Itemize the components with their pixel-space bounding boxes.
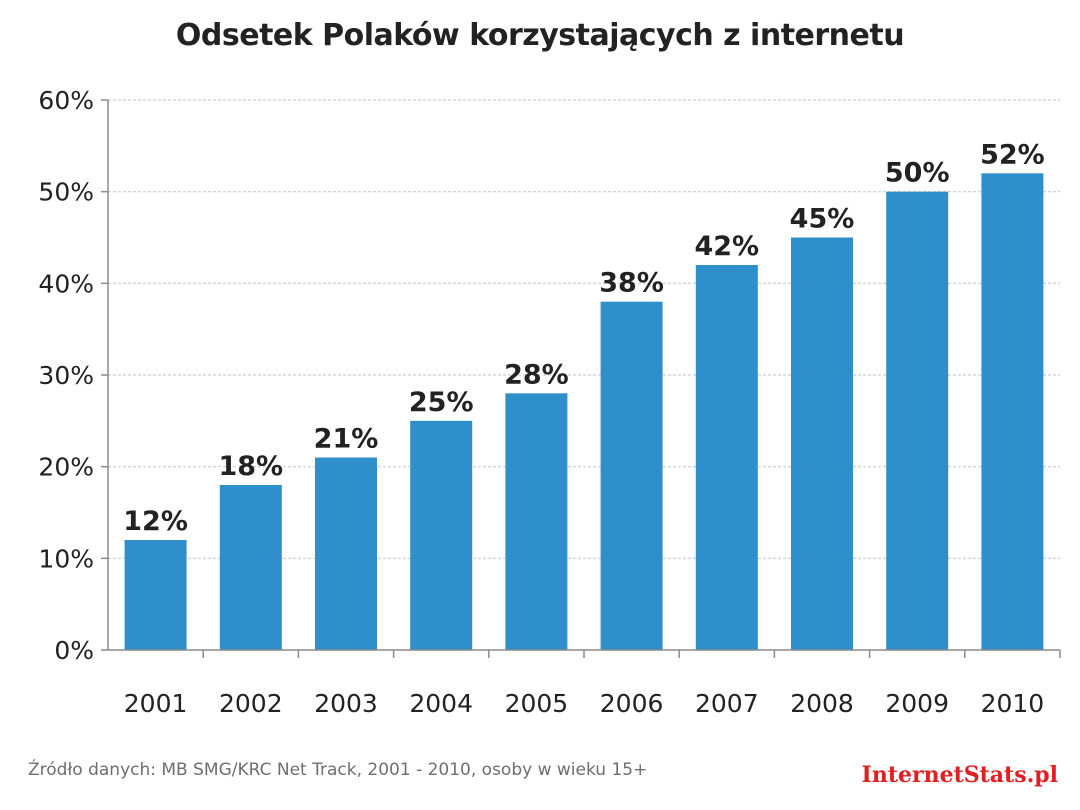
bar: [219, 485, 282, 650]
data-label: 21%: [314, 424, 379, 455]
bar: [505, 393, 568, 650]
data-label: 25%: [409, 387, 474, 418]
axes: [101, 99, 1061, 658]
bar: [410, 420, 473, 650]
y-tick-label: 20%: [38, 453, 94, 482]
x-tick-label: 2008: [790, 689, 854, 718]
data-label: 18%: [218, 451, 283, 482]
y-tick-label: 0%: [54, 636, 94, 665]
data-label: 45%: [790, 204, 855, 235]
x-tick-label: 2001: [124, 689, 188, 718]
data-label: 12%: [123, 506, 188, 537]
chart-title: Odsetek Polaków korzystających z interne…: [175, 18, 905, 53]
y-tick-labels: 0% 10% 20% 30% 40% 50% 60%: [38, 86, 94, 665]
data-label: 42%: [694, 231, 759, 262]
x-tick-label: 2009: [885, 689, 949, 718]
y-tick-label: 30%: [38, 361, 94, 390]
brand-logo: InternetStats.pl: [861, 762, 1058, 788]
x-tick-label: 2007: [695, 689, 759, 718]
bar: [315, 457, 377, 650]
y-tick-label: 60%: [38, 86, 94, 115]
bar: [695, 265, 758, 650]
x-tick-label: 2002: [219, 689, 283, 718]
bars: [124, 173, 1044, 651]
data-label: 38%: [599, 268, 664, 299]
x-tick-label: 2003: [314, 689, 378, 718]
data-labels: 12% 18% 21% 25% 28% 38% 42% 45% 50% 52%: [123, 139, 1044, 537]
source-note: Źródło danych: MB SMG/KRC Net Track, 200…: [28, 760, 648, 780]
bar: [981, 173, 1044, 651]
data-label: 28%: [504, 359, 569, 390]
y-tick-label: 40%: [38, 269, 94, 298]
x-tick-label: 2006: [600, 689, 664, 718]
grid-lines: [108, 99, 1060, 560]
bar: [124, 540, 187, 650]
data-label: 52%: [980, 139, 1045, 170]
x-tick-labels: 2001 2002 2003 2004 2005 2006 2007 2008 2009 2010: [124, 689, 1044, 718]
bar: [886, 191, 949, 650]
bar: [600, 301, 663, 650]
bar: [791, 237, 853, 650]
data-label: 50%: [885, 158, 950, 189]
x-tick-label: 2010: [981, 689, 1045, 718]
y-tick-label: 10%: [38, 544, 94, 573]
y-tick-label: 50%: [38, 178, 94, 207]
x-tick-label: 2004: [409, 689, 473, 718]
x-tick-label: 2005: [505, 689, 569, 718]
bar-chart: 0%10%20%30%40%50%60% 2001 2002 2003 2004 200…: [38, 86, 1061, 718]
